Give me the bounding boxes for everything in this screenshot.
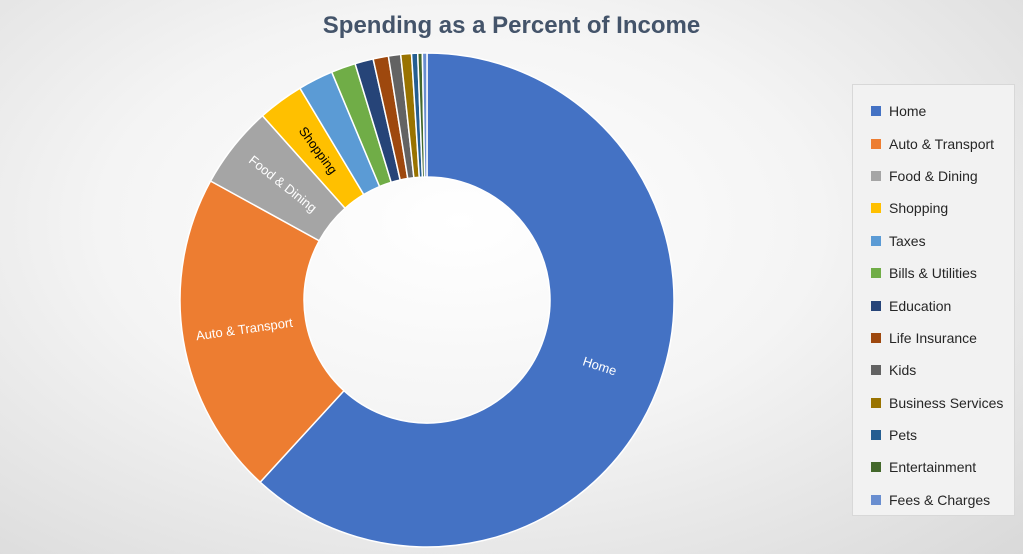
slice-fees-and-charges — [421, 52, 428, 178]
legend-label: Home — [889, 103, 927, 120]
legend-swatch — [871, 300, 881, 311]
legend-label: Fees & Charges — [889, 491, 991, 508]
slice-home — [259, 52, 675, 548]
legend-item-bills-and-utilities: Bills & Utilities — [853, 257, 1014, 289]
legend-item-home: Home — [853, 95, 1014, 127]
legend-item-education: Education — [853, 289, 1014, 321]
legend-item-fees-and-charges: Fees & Charges — [853, 484, 1014, 516]
legend-item-food-and-dining: Food & Dining — [853, 160, 1014, 192]
legend-item-business-services: Business Services — [853, 387, 1014, 419]
legend-label: Auto & Transport — [889, 135, 995, 152]
legend-swatch — [871, 170, 881, 181]
legend-swatch — [871, 203, 881, 214]
legend-swatch — [871, 332, 881, 343]
legend-label: Pets — [889, 427, 918, 444]
legend-swatch — [871, 365, 881, 376]
legend-label: Education — [889, 297, 952, 314]
legend-label: Business Services — [889, 394, 1004, 411]
legend-item-taxes: Taxes — [853, 225, 1014, 257]
legend-label: Entertainment — [889, 459, 977, 476]
legend-item-pets: Pets — [853, 419, 1014, 451]
legend-item-auto-and-transport: Auto & Transport — [853, 127, 1014, 159]
legend-swatch — [871, 235, 881, 246]
legend-label: Taxes — [889, 232, 926, 249]
legend-swatch — [871, 138, 881, 149]
legend-item-entertainment: Entertainment — [853, 451, 1014, 483]
legend-label: Food & Dining — [889, 167, 978, 184]
legend-swatch — [871, 397, 881, 408]
legend-swatch — [871, 106, 881, 117]
chart-title: Spending as a Percent of Income — [322, 12, 701, 39]
legend-item-kids: Kids — [853, 354, 1014, 386]
legend-swatch — [871, 430, 881, 441]
legend-label: Kids — [889, 362, 917, 379]
legend-swatch — [871, 268, 881, 279]
legend-label: Shopping — [889, 200, 949, 217]
slice-auto-and-transport — [179, 179, 345, 484]
chart-legend: Home Auto & Transport Food & Dining Shoppin… — [852, 84, 1015, 516]
legend-item-life-insurance: Life Insurance — [853, 322, 1014, 354]
legend-label: Bills & Utilities — [889, 265, 977, 282]
legend-swatch — [871, 494, 881, 505]
legend-label: Life Insurance — [889, 329, 977, 346]
legend-item-shopping: Shopping — [853, 192, 1014, 224]
legend-swatch — [871, 462, 881, 473]
